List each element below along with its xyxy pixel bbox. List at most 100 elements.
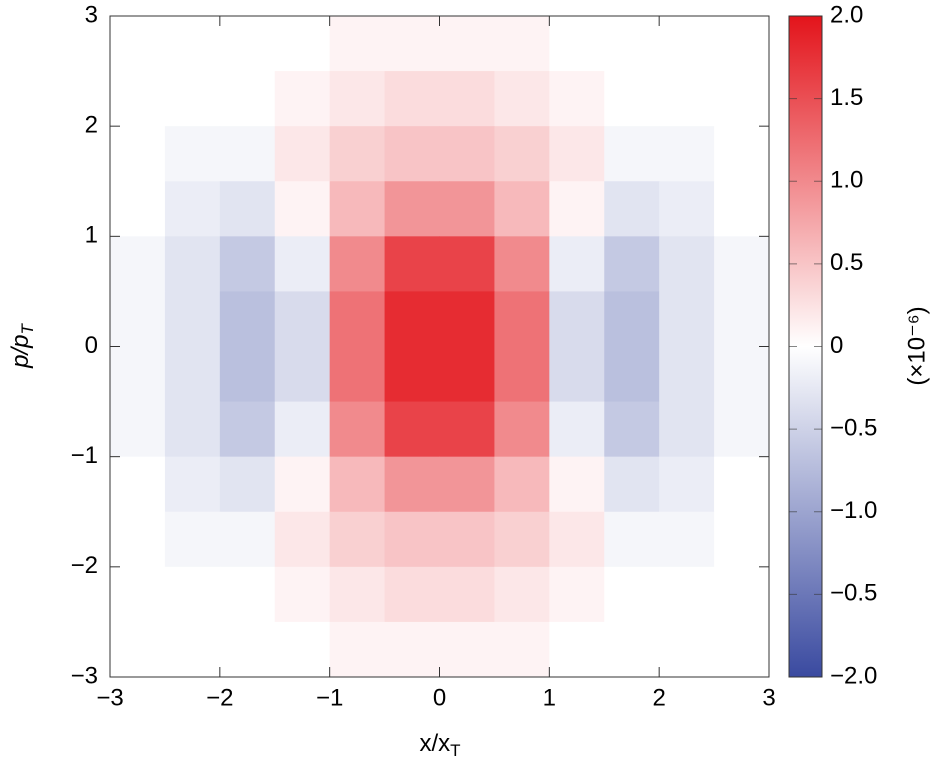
heatmap-cell bbox=[714, 456, 770, 513]
heatmap-cell bbox=[549, 621, 605, 678]
heatmap-cell bbox=[494, 511, 550, 568]
heatmap-cell bbox=[439, 71, 495, 127]
heatmap-cell bbox=[110, 236, 166, 292]
heatmap-cell bbox=[219, 621, 276, 678]
heatmap-cell bbox=[714, 621, 770, 678]
heatmap-cell bbox=[494, 181, 550, 237]
heatmap-cell bbox=[494, 456, 550, 513]
heatmap-cell bbox=[329, 71, 386, 127]
heatmap-cell bbox=[329, 511, 386, 568]
heatmap-cell bbox=[494, 126, 550, 182]
heatmap-cell bbox=[274, 291, 331, 347]
heatmap-cell bbox=[274, 566, 331, 623]
heatmap-cell bbox=[604, 291, 660, 347]
heatmap-cell bbox=[604, 621, 660, 678]
heatmap-cell bbox=[549, 291, 605, 347]
colorbar-tick-label: 2.0 bbox=[830, 1, 863, 28]
heatmap-cell bbox=[659, 126, 715, 182]
heatmap-cell bbox=[329, 456, 386, 513]
x-tick-label: −3 bbox=[96, 684, 123, 711]
x-tick-label: −2 bbox=[206, 684, 233, 711]
colorbar-tick-label: −2.0 bbox=[830, 662, 877, 689]
x-tick-label: 3 bbox=[762, 684, 775, 711]
heatmap-cell bbox=[219, 236, 276, 292]
colorbar-tick-label: 0 bbox=[830, 332, 843, 359]
heatmap-cell bbox=[659, 456, 715, 513]
heatmap-cell bbox=[219, 511, 276, 568]
heatmap-cell bbox=[604, 346, 660, 403]
heatmap-cell bbox=[659, 511, 715, 568]
heatmap-cell bbox=[549, 511, 605, 568]
heatmap-cell bbox=[329, 291, 386, 347]
heatmap-cell bbox=[439, 291, 495, 347]
heatmap-cell bbox=[110, 126, 166, 182]
x-axis-label: x/xT bbox=[419, 730, 460, 760]
y-tick-label: 3 bbox=[85, 1, 98, 28]
heatmap-cell bbox=[110, 566, 166, 623]
heatmap-cell bbox=[604, 401, 660, 458]
heatmap-cell bbox=[604, 511, 660, 568]
heatmap-cell bbox=[274, 456, 331, 513]
heatmap-cell bbox=[494, 71, 550, 127]
heatmap-cell bbox=[549, 71, 605, 127]
heatmap-cell bbox=[164, 181, 221, 237]
heatmap-cell bbox=[164, 291, 221, 347]
heatmap-cell bbox=[274, 71, 331, 127]
heatmap-cell bbox=[439, 566, 495, 623]
heatmap-cell bbox=[549, 456, 605, 513]
heatmap-cell bbox=[659, 181, 715, 237]
heatmap-cell bbox=[219, 126, 276, 182]
heatmap-cell bbox=[274, 401, 331, 458]
y-tick-label: 1 bbox=[85, 222, 98, 249]
heatmap-cell bbox=[494, 621, 550, 678]
heatmap-cell bbox=[274, 621, 331, 678]
heatmap-cell bbox=[714, 71, 770, 127]
heatmap-cell bbox=[164, 456, 221, 513]
heatmap-cell bbox=[604, 236, 660, 292]
heatmap-cell bbox=[164, 511, 221, 568]
heatmap-cell bbox=[110, 511, 166, 568]
x-tick-label: 1 bbox=[543, 684, 556, 711]
heatmap-cell bbox=[604, 16, 660, 72]
heatmap-cell bbox=[714, 126, 770, 182]
heatmap-cell bbox=[329, 16, 386, 72]
heatmap-cell bbox=[549, 16, 605, 72]
heatmap-cell bbox=[549, 126, 605, 182]
heatmap-cell bbox=[274, 511, 331, 568]
heatmap-cell bbox=[439, 346, 495, 403]
heatmap-cell bbox=[604, 126, 660, 182]
heatmap-cell bbox=[110, 71, 166, 127]
heatmap-cell bbox=[219, 566, 276, 623]
heatmap-cell bbox=[604, 566, 660, 623]
heatmap-cell bbox=[494, 291, 550, 347]
heatmap-cell bbox=[604, 456, 660, 513]
heatmap-cell bbox=[219, 71, 276, 127]
heatmap-cell bbox=[384, 126, 440, 182]
heatmap-cell bbox=[714, 511, 770, 568]
heatmap-cell bbox=[384, 236, 440, 292]
heatmap-cell bbox=[384, 511, 440, 568]
y-tick-label: −3 bbox=[71, 662, 98, 689]
heatmap-cell bbox=[714, 291, 770, 347]
heatmap-cell bbox=[494, 236, 550, 292]
heatmap-cell bbox=[274, 346, 331, 403]
heatmap-cell bbox=[110, 346, 166, 403]
heatmap-cell bbox=[714, 346, 770, 403]
heatmap-cell bbox=[219, 346, 276, 403]
heatmap-cell bbox=[274, 181, 331, 237]
heatmap-cell bbox=[659, 71, 715, 127]
heatmap-cell bbox=[659, 566, 715, 623]
heatmap-cell bbox=[384, 291, 440, 347]
heatmap-cell bbox=[219, 16, 276, 72]
colorbar-tick-label: −0.5 bbox=[830, 414, 877, 441]
heatmap-cell bbox=[384, 456, 440, 513]
colorbar-tick-label: −1.0 bbox=[830, 497, 877, 524]
heatmap-cell bbox=[494, 346, 550, 403]
colorbar-tick-label: 1.0 bbox=[830, 167, 863, 194]
heatmap-cell bbox=[439, 456, 495, 513]
heatmap-cell bbox=[659, 621, 715, 678]
heatmap-cell bbox=[549, 346, 605, 403]
heatmap-cell bbox=[494, 566, 550, 623]
heatmap-cell bbox=[384, 621, 440, 678]
